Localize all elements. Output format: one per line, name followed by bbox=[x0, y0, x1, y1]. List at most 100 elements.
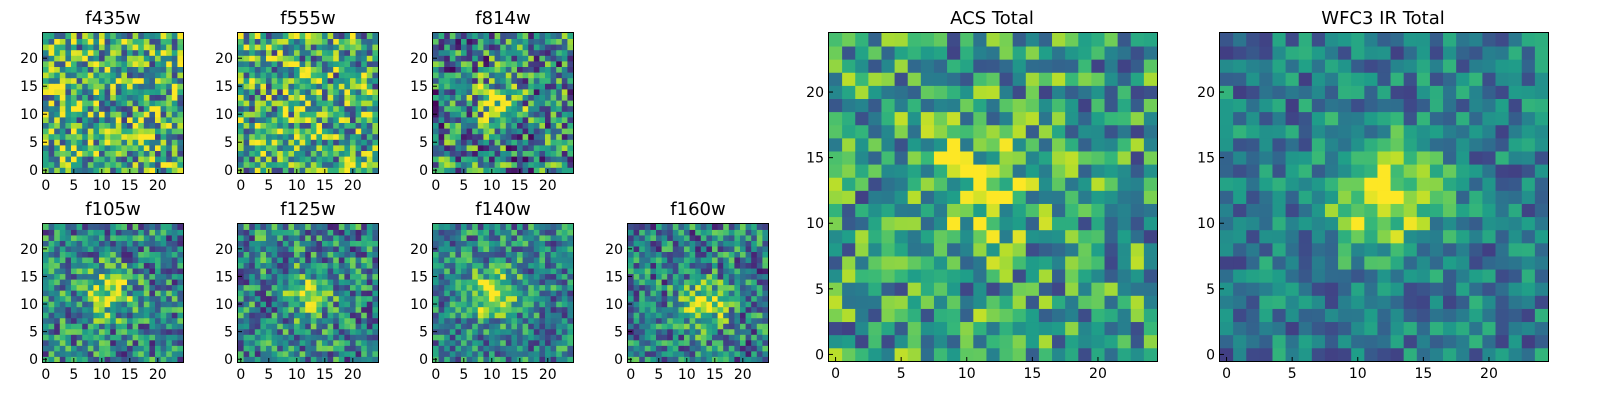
heatmap-cell bbox=[1078, 308, 1092, 323]
heatmap-cell bbox=[149, 111, 156, 118]
heatmap-cell bbox=[76, 55, 83, 62]
heatmap-cell bbox=[762, 257, 769, 264]
heatmap-cell bbox=[500, 55, 507, 62]
heatmap-cell bbox=[472, 94, 479, 101]
heatmap-cell bbox=[87, 49, 94, 56]
heatmap-cell bbox=[1130, 164, 1145, 178]
heatmap-cell bbox=[82, 89, 89, 95]
heatmap-cell bbox=[444, 44, 451, 51]
heatmap-cell bbox=[59, 328, 66, 335]
heatmap-cell bbox=[327, 279, 334, 286]
heatmap-cell bbox=[59, 105, 66, 112]
heatmap-cell bbox=[433, 339, 439, 346]
heatmap-cell bbox=[76, 257, 83, 264]
heatmap-cell bbox=[868, 229, 882, 244]
heatmap-cell bbox=[121, 111, 128, 118]
heatmap-cell bbox=[305, 100, 312, 107]
heatmap-cell bbox=[361, 38, 368, 45]
heatmap-cell bbox=[477, 128, 484, 135]
heatmap-cell bbox=[433, 284, 439, 291]
heatmap-cell bbox=[48, 38, 55, 45]
heatmap-cell bbox=[338, 55, 345, 62]
heatmap-cell bbox=[644, 251, 651, 258]
heatmap-cell bbox=[243, 55, 250, 62]
heatmap-cell bbox=[472, 105, 479, 112]
heatmap-cell bbox=[644, 295, 651, 302]
heatmap-cell bbox=[127, 273, 133, 280]
heatmap-cell bbox=[494, 167, 501, 174]
heatmap-cell bbox=[444, 55, 451, 62]
heatmap-cell bbox=[550, 268, 557, 275]
heatmap-cell bbox=[756, 301, 763, 308]
heatmap-cell bbox=[327, 295, 334, 302]
heatmap-cell bbox=[517, 139, 523, 146]
heatmap-cell bbox=[104, 128, 111, 135]
heatmap-cell bbox=[1065, 124, 1079, 139]
heatmap-cell bbox=[517, 128, 523, 135]
heatmap-cell bbox=[466, 72, 473, 79]
heatmap-cell bbox=[288, 111, 295, 118]
heatmap-cell bbox=[288, 229, 295, 236]
heatmap-cell bbox=[149, 89, 156, 95]
heatmap-cell bbox=[333, 66, 340, 73]
heatmap-cell bbox=[143, 77, 150, 84]
heatmap-cell bbox=[93, 133, 100, 140]
heatmap-cell bbox=[350, 312, 356, 319]
heatmap-cell bbox=[1078, 242, 1092, 257]
heatmap-cell bbox=[756, 312, 763, 319]
heatmap-cell bbox=[745, 328, 752, 335]
heatmap-cell bbox=[455, 334, 462, 341]
heatmap-cell bbox=[712, 290, 718, 297]
heatmap-cell bbox=[650, 339, 657, 346]
heatmap-cell bbox=[299, 323, 306, 330]
heatmap-cell bbox=[48, 246, 55, 252]
heatmap-cell bbox=[155, 38, 161, 45]
heatmap-cell bbox=[288, 55, 295, 62]
heatmap-cell bbox=[667, 306, 674, 313]
heatmap-cell bbox=[466, 229, 473, 236]
heatmap-cell bbox=[288, 251, 295, 258]
heatmap-cell bbox=[65, 44, 72, 51]
heatmap-cell bbox=[138, 328, 145, 335]
panel-title: f125w bbox=[280, 199, 335, 220]
heatmap-cell bbox=[734, 295, 741, 302]
heatmap-cell bbox=[344, 94, 351, 101]
heatmap-cell bbox=[500, 161, 507, 168]
heatmap-cell bbox=[299, 356, 306, 363]
heatmap-cell bbox=[99, 301, 105, 308]
heatmap-cell bbox=[920, 308, 935, 323]
heatmap-cell bbox=[712, 295, 718, 302]
heatmap-cell bbox=[333, 128, 340, 135]
heatmap-cell bbox=[517, 44, 523, 51]
heatmap-cell bbox=[48, 290, 55, 297]
heatmap-cell bbox=[960, 242, 974, 257]
heatmap-cell bbox=[522, 55, 529, 62]
heatmap-cell bbox=[48, 279, 55, 286]
heatmap-cell bbox=[672, 317, 679, 324]
heatmap-cell bbox=[288, 72, 295, 79]
heatmap-cell bbox=[71, 133, 77, 140]
heatmap-cell bbox=[1025, 295, 1040, 309]
heatmap-cell bbox=[361, 83, 368, 90]
heatmap-cell bbox=[723, 290, 730, 297]
heatmap-cell bbox=[277, 295, 284, 302]
heatmap-cell bbox=[65, 257, 72, 264]
heatmap-cell bbox=[305, 117, 312, 123]
heatmap-cell bbox=[505, 279, 512, 286]
heatmap-cell bbox=[561, 44, 568, 51]
heatmap-cell bbox=[87, 284, 94, 291]
heatmap-cell bbox=[466, 224, 473, 230]
heatmap-cell bbox=[842, 124, 856, 139]
heatmap-cell bbox=[1091, 282, 1105, 296]
heatmap-cell bbox=[149, 356, 156, 363]
heatmap-cell bbox=[344, 306, 351, 313]
heatmap-cell bbox=[745, 273, 752, 280]
heatmap-cell bbox=[271, 224, 278, 230]
heatmap-cell bbox=[550, 133, 557, 140]
heatmap-cell bbox=[500, 49, 507, 56]
heatmap-cell bbox=[160, 111, 167, 118]
heatmap-cell bbox=[254, 133, 261, 140]
heatmap-cell bbox=[333, 356, 340, 363]
heatmap-cell bbox=[99, 89, 105, 95]
